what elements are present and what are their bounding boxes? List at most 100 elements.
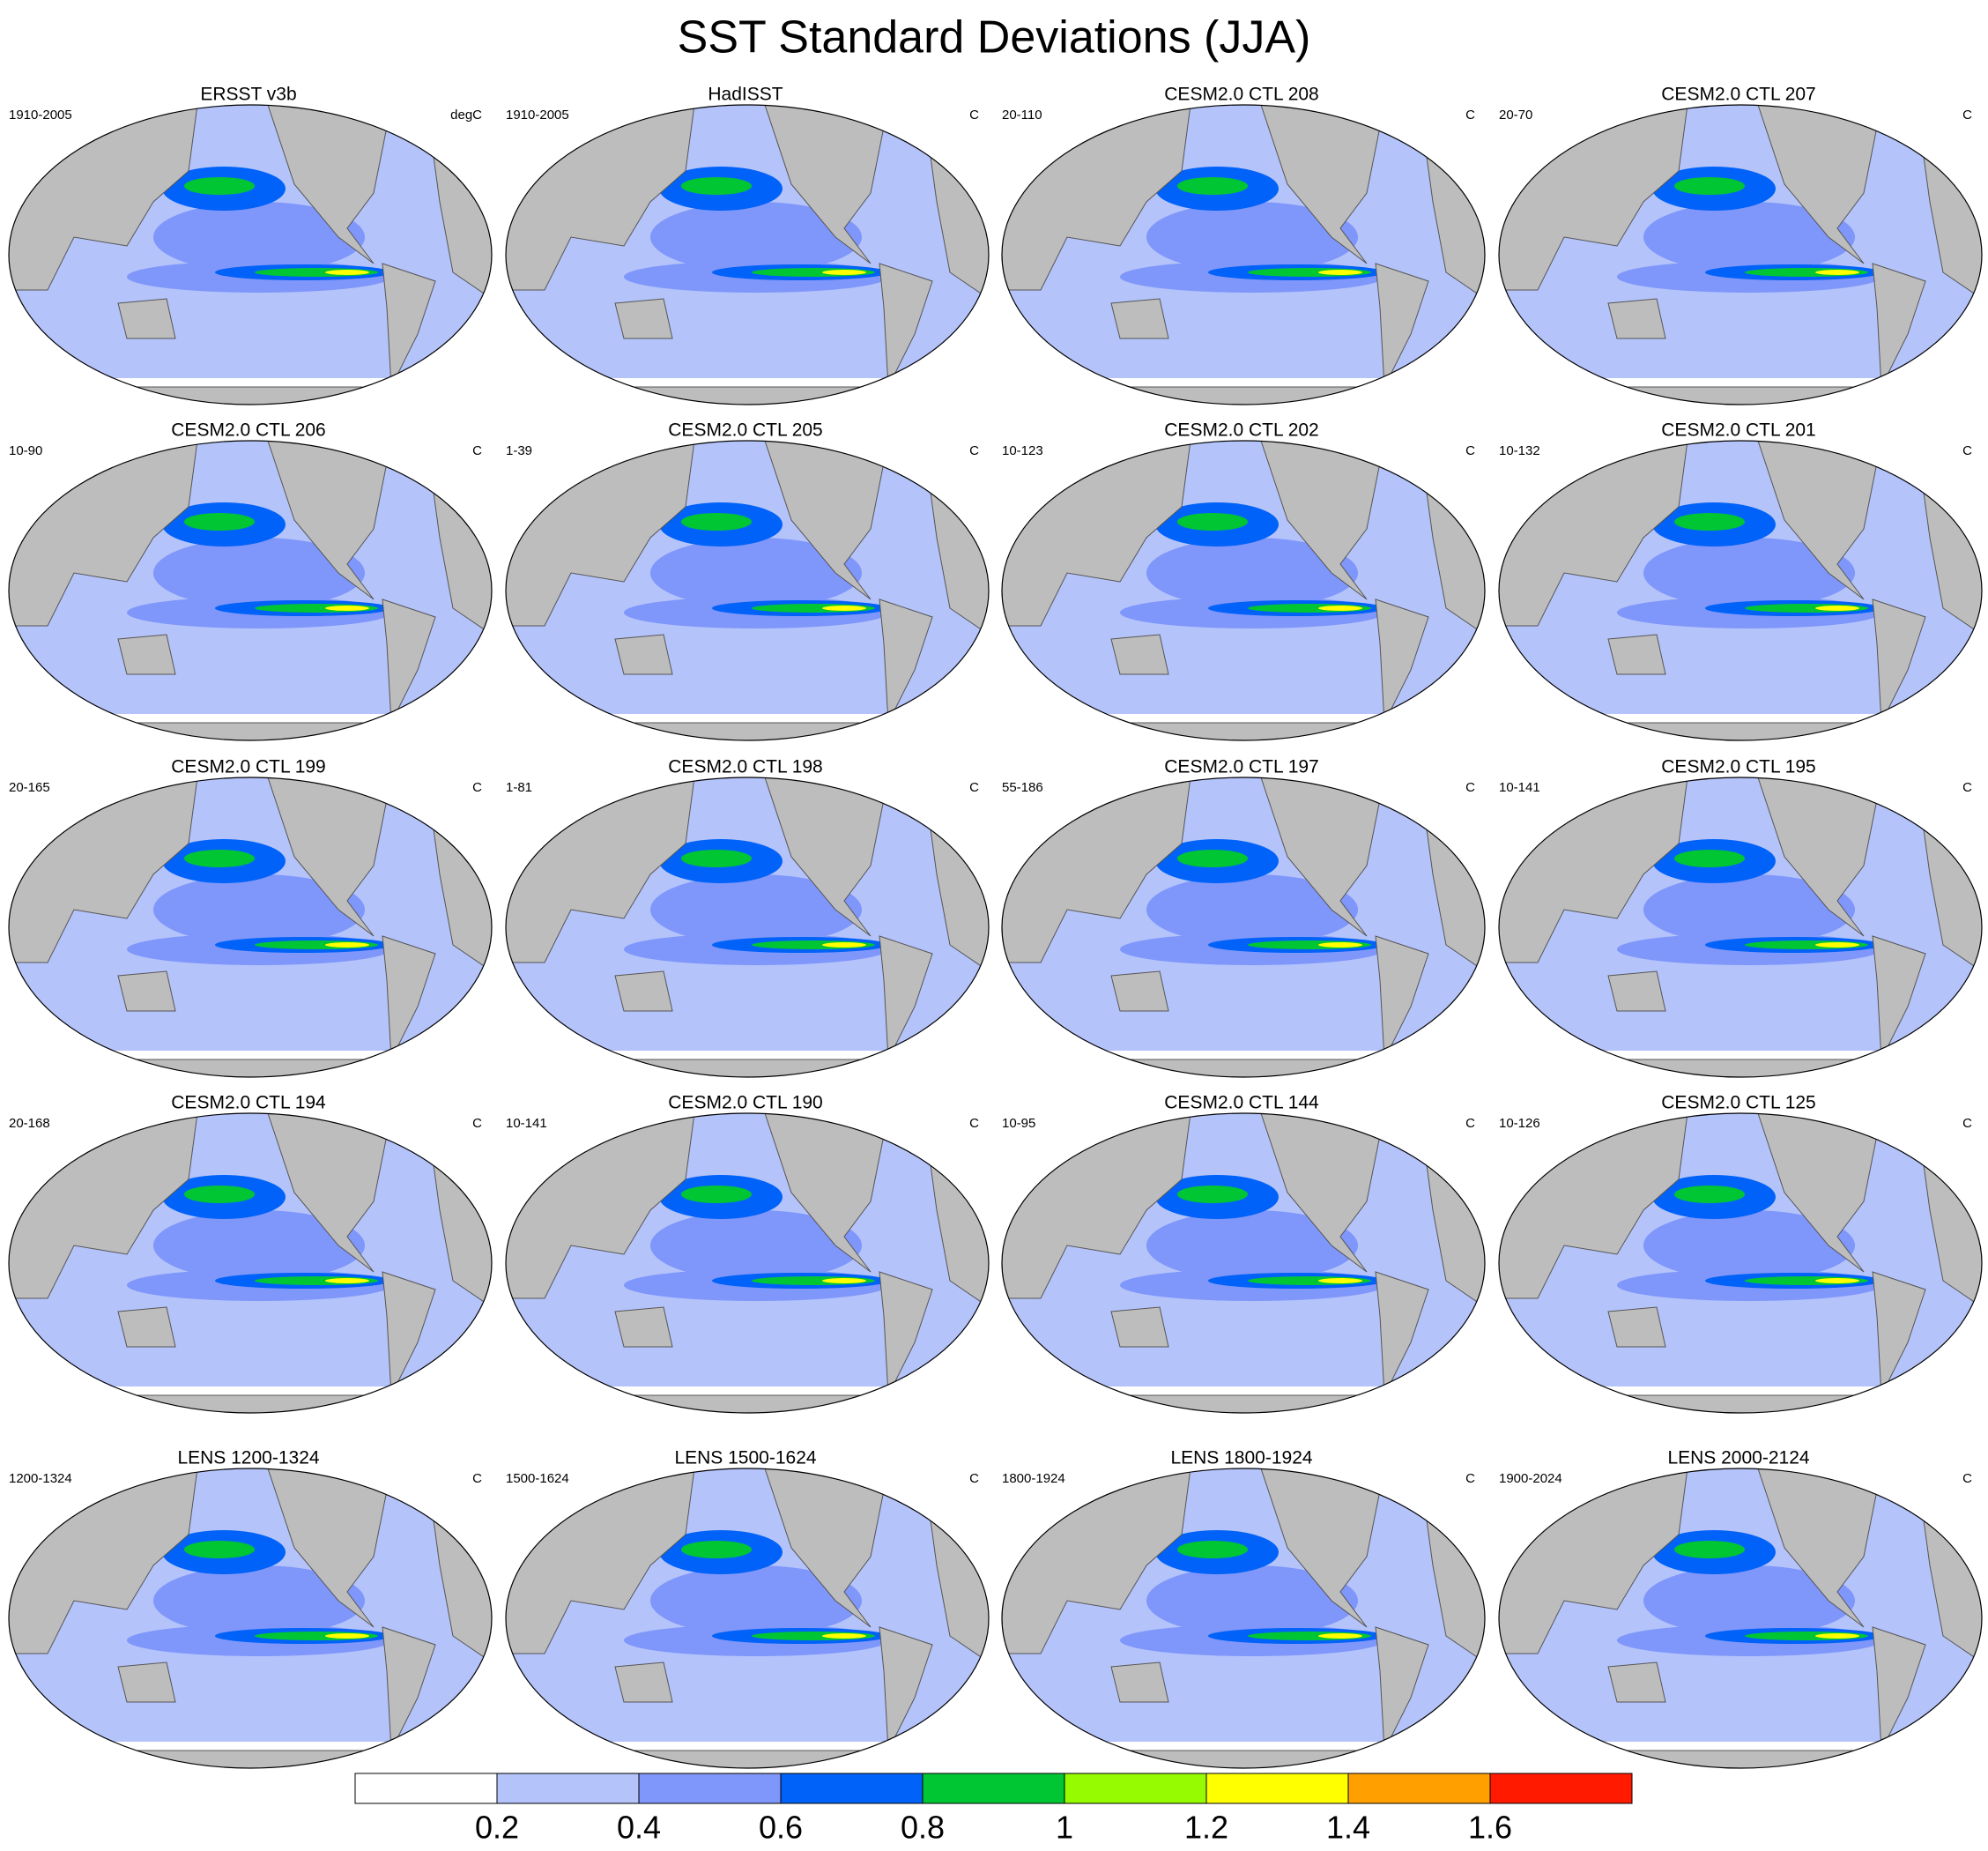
map xyxy=(9,441,492,740)
panel-title: CESM2.0 CTL 208 xyxy=(1164,85,1318,105)
map-panel: CESM2.0 CTL 125 10-126 C xyxy=(1498,1093,1983,1414)
panel-left-label: 1-81 xyxy=(506,780,532,795)
panel-title: CESM2.0 CTL 205 xyxy=(668,420,822,441)
land xyxy=(117,1661,176,1703)
map xyxy=(1499,441,1982,740)
map-outline xyxy=(8,1468,493,1769)
panel-left-label: 10-123 xyxy=(1002,443,1043,458)
land xyxy=(879,263,933,389)
panel-title: CESM2.0 CTL 207 xyxy=(1661,85,1815,105)
ocean-band xyxy=(650,1210,862,1281)
panel-left-label: 10-141 xyxy=(1499,780,1540,795)
map-panel: CESM2.0 CTL 202 10-123 C xyxy=(1001,420,1486,741)
colorbar-box xyxy=(354,1773,498,1804)
map xyxy=(1002,441,1485,740)
ocean-band xyxy=(1674,1541,1745,1558)
ocean-band xyxy=(1674,177,1745,195)
ocean-band xyxy=(184,177,255,195)
map-panel: CESM2.0 CTL 197 55-186 C xyxy=(1001,757,1486,1078)
ocean-band xyxy=(325,942,369,948)
land xyxy=(9,1059,492,1077)
map-outline xyxy=(505,1112,990,1414)
ocean-band xyxy=(325,270,369,275)
panel-title: HadISST xyxy=(708,85,783,105)
land xyxy=(1002,1059,1485,1077)
panel-right-label: C xyxy=(1465,780,1475,795)
panel-left-label: 1900-2024 xyxy=(1499,1471,1562,1486)
ocean-band xyxy=(184,1541,255,1558)
panel-left-label: 1910-2005 xyxy=(9,108,72,123)
panel-left-label: 10-126 xyxy=(1499,1116,1540,1131)
land xyxy=(1607,298,1666,339)
colorbar-label: 1.6 xyxy=(1468,1810,1512,1846)
panel-title: ERSST v3b xyxy=(200,85,296,105)
land xyxy=(1110,1306,1169,1348)
panel-left-label: 1-39 xyxy=(506,443,532,458)
map xyxy=(1499,105,1982,405)
land xyxy=(506,1059,989,1077)
land xyxy=(1375,1626,1429,1752)
colorbar-box xyxy=(780,1773,924,1804)
map xyxy=(1002,105,1485,405)
map xyxy=(506,441,989,740)
panel-right-label: C xyxy=(1962,108,1972,123)
map-outline xyxy=(8,104,493,405)
land xyxy=(382,598,436,725)
land xyxy=(614,634,673,675)
colorbar-box xyxy=(638,1773,782,1804)
map-panel: HadISST 1910-2005 C xyxy=(505,85,990,405)
land xyxy=(1375,263,1429,389)
ocean-band xyxy=(822,1278,866,1283)
panel-right-label: C xyxy=(1962,780,1972,795)
panel-left-label: 1200-1324 xyxy=(9,1471,72,1486)
panel-title: CESM2.0 CTL 195 xyxy=(1661,757,1815,777)
land xyxy=(879,1626,933,1752)
ocean-band xyxy=(1318,1633,1362,1639)
land xyxy=(879,935,933,1061)
panel-right-label: C xyxy=(472,1471,482,1486)
land xyxy=(117,298,176,339)
panel-title: CESM2.0 CTL 197 xyxy=(1164,757,1318,777)
ocean-band xyxy=(184,1186,255,1203)
ocean-band xyxy=(1318,270,1362,275)
map xyxy=(506,1113,989,1413)
panel-title: CESM2.0 CTL 202 xyxy=(1164,420,1318,441)
panel-left-label: 10-132 xyxy=(1499,443,1540,458)
ocean-band xyxy=(184,513,255,531)
ocean-band xyxy=(1146,1565,1358,1636)
ocean-band xyxy=(325,606,369,611)
colorbar-box xyxy=(922,1773,1065,1804)
land xyxy=(1607,634,1666,675)
map xyxy=(1002,777,1485,1077)
land xyxy=(9,1750,492,1768)
land xyxy=(614,970,673,1012)
ocean-band xyxy=(1177,177,1248,195)
land xyxy=(1607,1661,1666,1703)
panel-right-label: C xyxy=(969,443,979,458)
map-panel: LENS 1500-1624 1500-1624 C xyxy=(505,1448,990,1769)
ocean-band xyxy=(681,513,752,531)
ocean-band xyxy=(153,202,365,272)
map-outline xyxy=(1001,1468,1486,1769)
ocean-band xyxy=(1815,942,1859,948)
land xyxy=(614,1661,673,1703)
map-panel: CESM2.0 CTL 144 10-95 C xyxy=(1001,1093,1486,1414)
map-outline xyxy=(1498,777,1983,1078)
map-panel: CESM2.0 CTL 194 20-168 C xyxy=(8,1093,493,1414)
ocean-band xyxy=(681,1541,752,1558)
map-outline xyxy=(1498,1468,1983,1769)
panel-left-label: 1500-1624 xyxy=(506,1471,569,1486)
map-panel: CESM2.0 CTL 208 20-110 C xyxy=(1001,85,1486,405)
land xyxy=(1872,935,1926,1061)
land xyxy=(506,1394,989,1413)
ocean-band xyxy=(1674,1186,1745,1203)
land xyxy=(1375,1271,1429,1397)
map xyxy=(1499,1113,1982,1413)
ocean-band xyxy=(822,1633,866,1639)
map xyxy=(9,105,492,405)
land xyxy=(1375,598,1429,725)
ocean-band xyxy=(153,874,365,945)
colorbar-box xyxy=(1489,1773,1633,1804)
map-outline xyxy=(1498,1112,1983,1414)
ocean-band xyxy=(822,270,866,275)
